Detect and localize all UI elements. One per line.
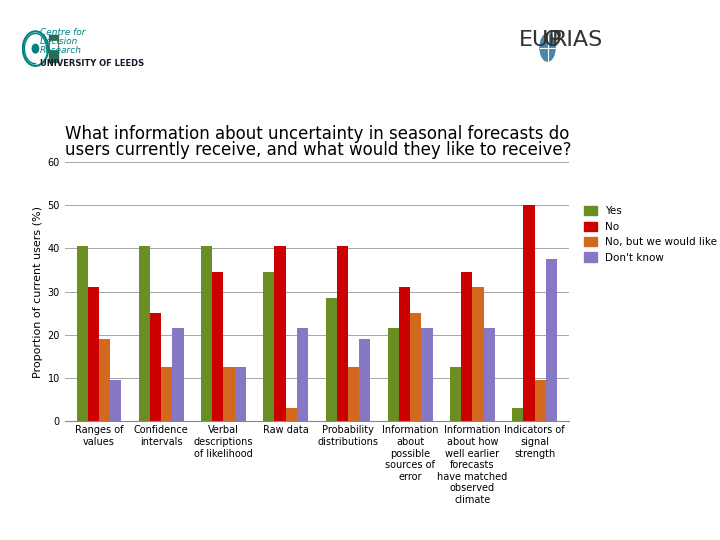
Text: Centre for: Centre for — [40, 28, 85, 37]
Bar — [534, 380, 546, 421]
Bar — [410, 313, 421, 421]
Bar — [359, 339, 370, 421]
Bar — [421, 328, 433, 421]
Bar — [212, 272, 223, 421]
Bar — [50, 40, 53, 49]
Circle shape — [540, 34, 555, 61]
Bar — [139, 246, 150, 421]
Bar — [110, 380, 122, 421]
Bar — [201, 246, 212, 421]
Bar — [461, 272, 472, 421]
Text: UNIVERSITY OF LEEDS: UNIVERSITY OF LEEDS — [40, 59, 144, 68]
Bar — [523, 205, 534, 421]
Bar — [286, 408, 297, 421]
Text: Decision: Decision — [40, 37, 78, 46]
Bar — [484, 328, 495, 421]
Bar — [399, 287, 410, 421]
Legend: Yes, No, No, but we would like to, Don't know: Yes, No, No, but we would like to, Don't… — [584, 206, 720, 262]
Text: users currently receive, and what would they like to receive?: users currently receive, and what would … — [65, 141, 571, 159]
Bar — [337, 246, 348, 421]
Bar — [348, 367, 359, 421]
Bar — [264, 272, 274, 421]
Bar — [150, 313, 161, 421]
Text: RIAS: RIAS — [552, 30, 603, 50]
Bar — [512, 408, 523, 421]
Bar — [450, 367, 461, 421]
Bar — [325, 298, 337, 421]
Bar — [235, 367, 246, 421]
Bar — [297, 328, 308, 421]
Bar — [472, 287, 484, 421]
Bar — [223, 367, 235, 421]
Bar — [48, 35, 58, 62]
Bar — [546, 259, 557, 421]
Bar — [388, 328, 399, 421]
Circle shape — [32, 44, 39, 53]
Bar — [274, 246, 286, 421]
Bar — [88, 287, 99, 421]
Text: Research: Research — [40, 46, 81, 56]
Text: EUP: EUP — [518, 30, 562, 50]
Text: What information about uncertainty in seasonal forecasts do: What information about uncertainty in se… — [65, 125, 570, 143]
Text: O: O — [544, 30, 561, 50]
Bar — [161, 367, 173, 421]
Bar — [76, 246, 88, 421]
Bar — [99, 339, 110, 421]
Y-axis label: Proportion of current users (%): Proportion of current users (%) — [33, 206, 43, 377]
Bar — [54, 40, 57, 49]
Bar — [173, 328, 184, 421]
